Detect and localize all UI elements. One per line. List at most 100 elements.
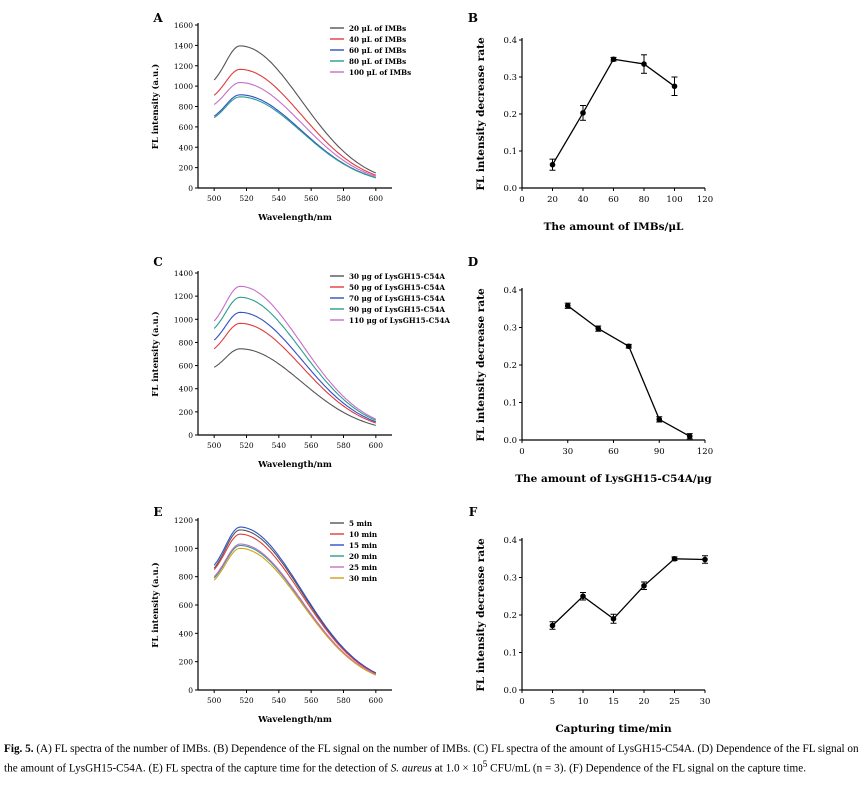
x-tick-label: 600 xyxy=(369,696,384,705)
data-point xyxy=(656,416,663,423)
y-axis-label: FL intensity decrease rate xyxy=(475,538,487,692)
chart-panel-d: D 0 30 60 90 120 0.0 0.1 0.2 0.3 0.4 The amount of … xyxy=(468,255,713,485)
legend-label: 20 μL of IMBs xyxy=(349,24,406,33)
x-tick-label: 40 xyxy=(578,195,589,205)
y-tick-label: 0.1 xyxy=(503,649,517,659)
y-tick-label: 0 xyxy=(188,686,193,695)
x-tick-label: 580 xyxy=(336,696,351,705)
x-tick-label: 0 xyxy=(519,447,524,457)
caption-text-3: CFU/mL (n = 3). (F) Dependence of the FL… xyxy=(487,762,806,775)
x-tick-label: 580 xyxy=(336,441,351,450)
y-tick-label: 800 xyxy=(179,338,194,347)
y-tick-label: 0.0 xyxy=(503,686,517,696)
y-tick-label: 0.1 xyxy=(503,399,517,409)
x-tick-label: 30 xyxy=(562,447,573,457)
legend-label: 60 μL of IMBs xyxy=(349,46,406,55)
y-axis-label: FL intensity (a.u.) xyxy=(150,64,161,149)
y-tick-label: 0.1 xyxy=(503,147,517,157)
x-tick-label: 20 xyxy=(547,195,558,205)
y-axis-label: FL intensity decrease rate xyxy=(475,288,487,442)
x-tick-label: 30 xyxy=(700,697,711,707)
panel-label: C xyxy=(153,255,163,269)
x-tick-label: 0 xyxy=(519,195,524,205)
x-tick-label: 560 xyxy=(304,696,319,705)
chart-panel-b: B 0 20 40 60 80 100 120 0.0 0.1 0.2 0.3 0.4 The amoun… xyxy=(468,11,713,233)
x-tick-label: 560 xyxy=(304,194,319,203)
x-tick-label: 20 xyxy=(639,697,650,707)
series-line xyxy=(213,526,377,674)
y-tick-label: 0.0 xyxy=(503,184,517,194)
chart-panel-a: A 500 520 540 560 580 600 0 200 400 600 800 1000 1200… xyxy=(150,11,411,223)
y-tick-label: 0.3 xyxy=(503,73,517,83)
x-tick-label: 15 xyxy=(608,697,619,707)
y-axis-label: FL intensity (a.u.) xyxy=(150,562,161,647)
panel-label: D xyxy=(468,255,478,269)
caption-label: Fig. 5. xyxy=(4,743,34,755)
chart-panel-c: C 500 520 540 560 580 600 0 200 400 600 800 1000 1200… xyxy=(150,255,450,470)
panel-label: A xyxy=(152,11,163,25)
data-point xyxy=(564,302,571,309)
series-line xyxy=(213,45,377,174)
data-point xyxy=(686,433,693,440)
y-tick-label: 800 xyxy=(179,573,194,582)
chart-panel-f: F 0 5 10 15 20 25 30 0.0 0.1 0.2 0.3 0.4 Capturing ti… xyxy=(469,505,711,735)
legend-label: 5 min xyxy=(349,519,373,528)
legend-label: 20 min xyxy=(349,552,378,561)
y-tick-label: 800 xyxy=(179,103,194,112)
x-tick-label: 540 xyxy=(272,441,287,450)
x-tick-label: 80 xyxy=(639,195,650,205)
data-point xyxy=(702,556,708,563)
legend-label: 70 μg of LysGH15-C54A xyxy=(349,294,445,303)
x-tick-label: 520 xyxy=(239,696,254,705)
data-point xyxy=(641,582,647,589)
y-axis-label: FL intensity (a.u.) xyxy=(150,311,161,396)
data-point xyxy=(595,325,602,332)
y-tick-label: 1600 xyxy=(174,21,193,30)
panel-label: E xyxy=(153,505,162,519)
y-tick-label: 0 xyxy=(188,184,193,193)
series-line xyxy=(213,68,376,176)
x-axis-label: Wavelength/nm xyxy=(257,460,332,470)
figure-caption: Fig. 5. (A) FL spectra of the number of … xyxy=(4,741,861,777)
x-tick-label: 500 xyxy=(207,194,222,203)
x-tick-label: 120 xyxy=(697,447,713,457)
x-tick-label: 520 xyxy=(239,441,254,450)
legend-label: 25 min xyxy=(349,563,378,572)
data-point xyxy=(549,622,556,629)
x-tick-label: 560 xyxy=(304,441,319,450)
y-tick-label: 1200 xyxy=(174,292,193,301)
y-tick-label: 200 xyxy=(179,408,194,417)
series-line xyxy=(213,82,376,177)
series-line xyxy=(213,348,376,426)
series-line xyxy=(213,311,376,423)
x-tick-label: 60 xyxy=(608,195,619,205)
series-line xyxy=(213,533,377,675)
data-point xyxy=(610,56,617,63)
x-tick-label: 5 xyxy=(550,697,555,707)
x-tick-label: 540 xyxy=(272,696,287,705)
caption-species: S. aureus xyxy=(390,762,432,775)
series-line xyxy=(213,547,377,676)
series-line xyxy=(213,322,376,424)
y-tick-label: 1000 xyxy=(174,315,193,324)
data-line xyxy=(552,558,706,626)
legend-label: 90 μg of LysGH15-C54A xyxy=(349,305,445,314)
data-point xyxy=(671,555,678,562)
x-tick-label: 600 xyxy=(369,441,384,450)
caption-text-2: at 1.0 × 10 xyxy=(431,762,483,775)
data-point xyxy=(580,110,586,116)
caption-exponent: 5 xyxy=(482,760,488,770)
x-tick-label: 120 xyxy=(697,195,713,205)
data-line xyxy=(551,58,675,166)
x-tick-label: 60 xyxy=(608,447,619,457)
x-tick-label: 500 xyxy=(207,696,222,705)
legend-label: 80 μL of IMBs xyxy=(349,57,406,66)
y-tick-label: 0.2 xyxy=(503,110,517,120)
legend-label: 15 min xyxy=(349,541,378,550)
y-tick-label: 200 xyxy=(179,164,194,173)
x-axis-label: The amount of LysGH15-C54A/μg xyxy=(515,473,712,485)
legend-label: 40 μL of IMBs xyxy=(349,35,406,44)
data-point xyxy=(641,61,647,67)
x-axis-label: The amount of IMBs/μL xyxy=(544,221,684,233)
